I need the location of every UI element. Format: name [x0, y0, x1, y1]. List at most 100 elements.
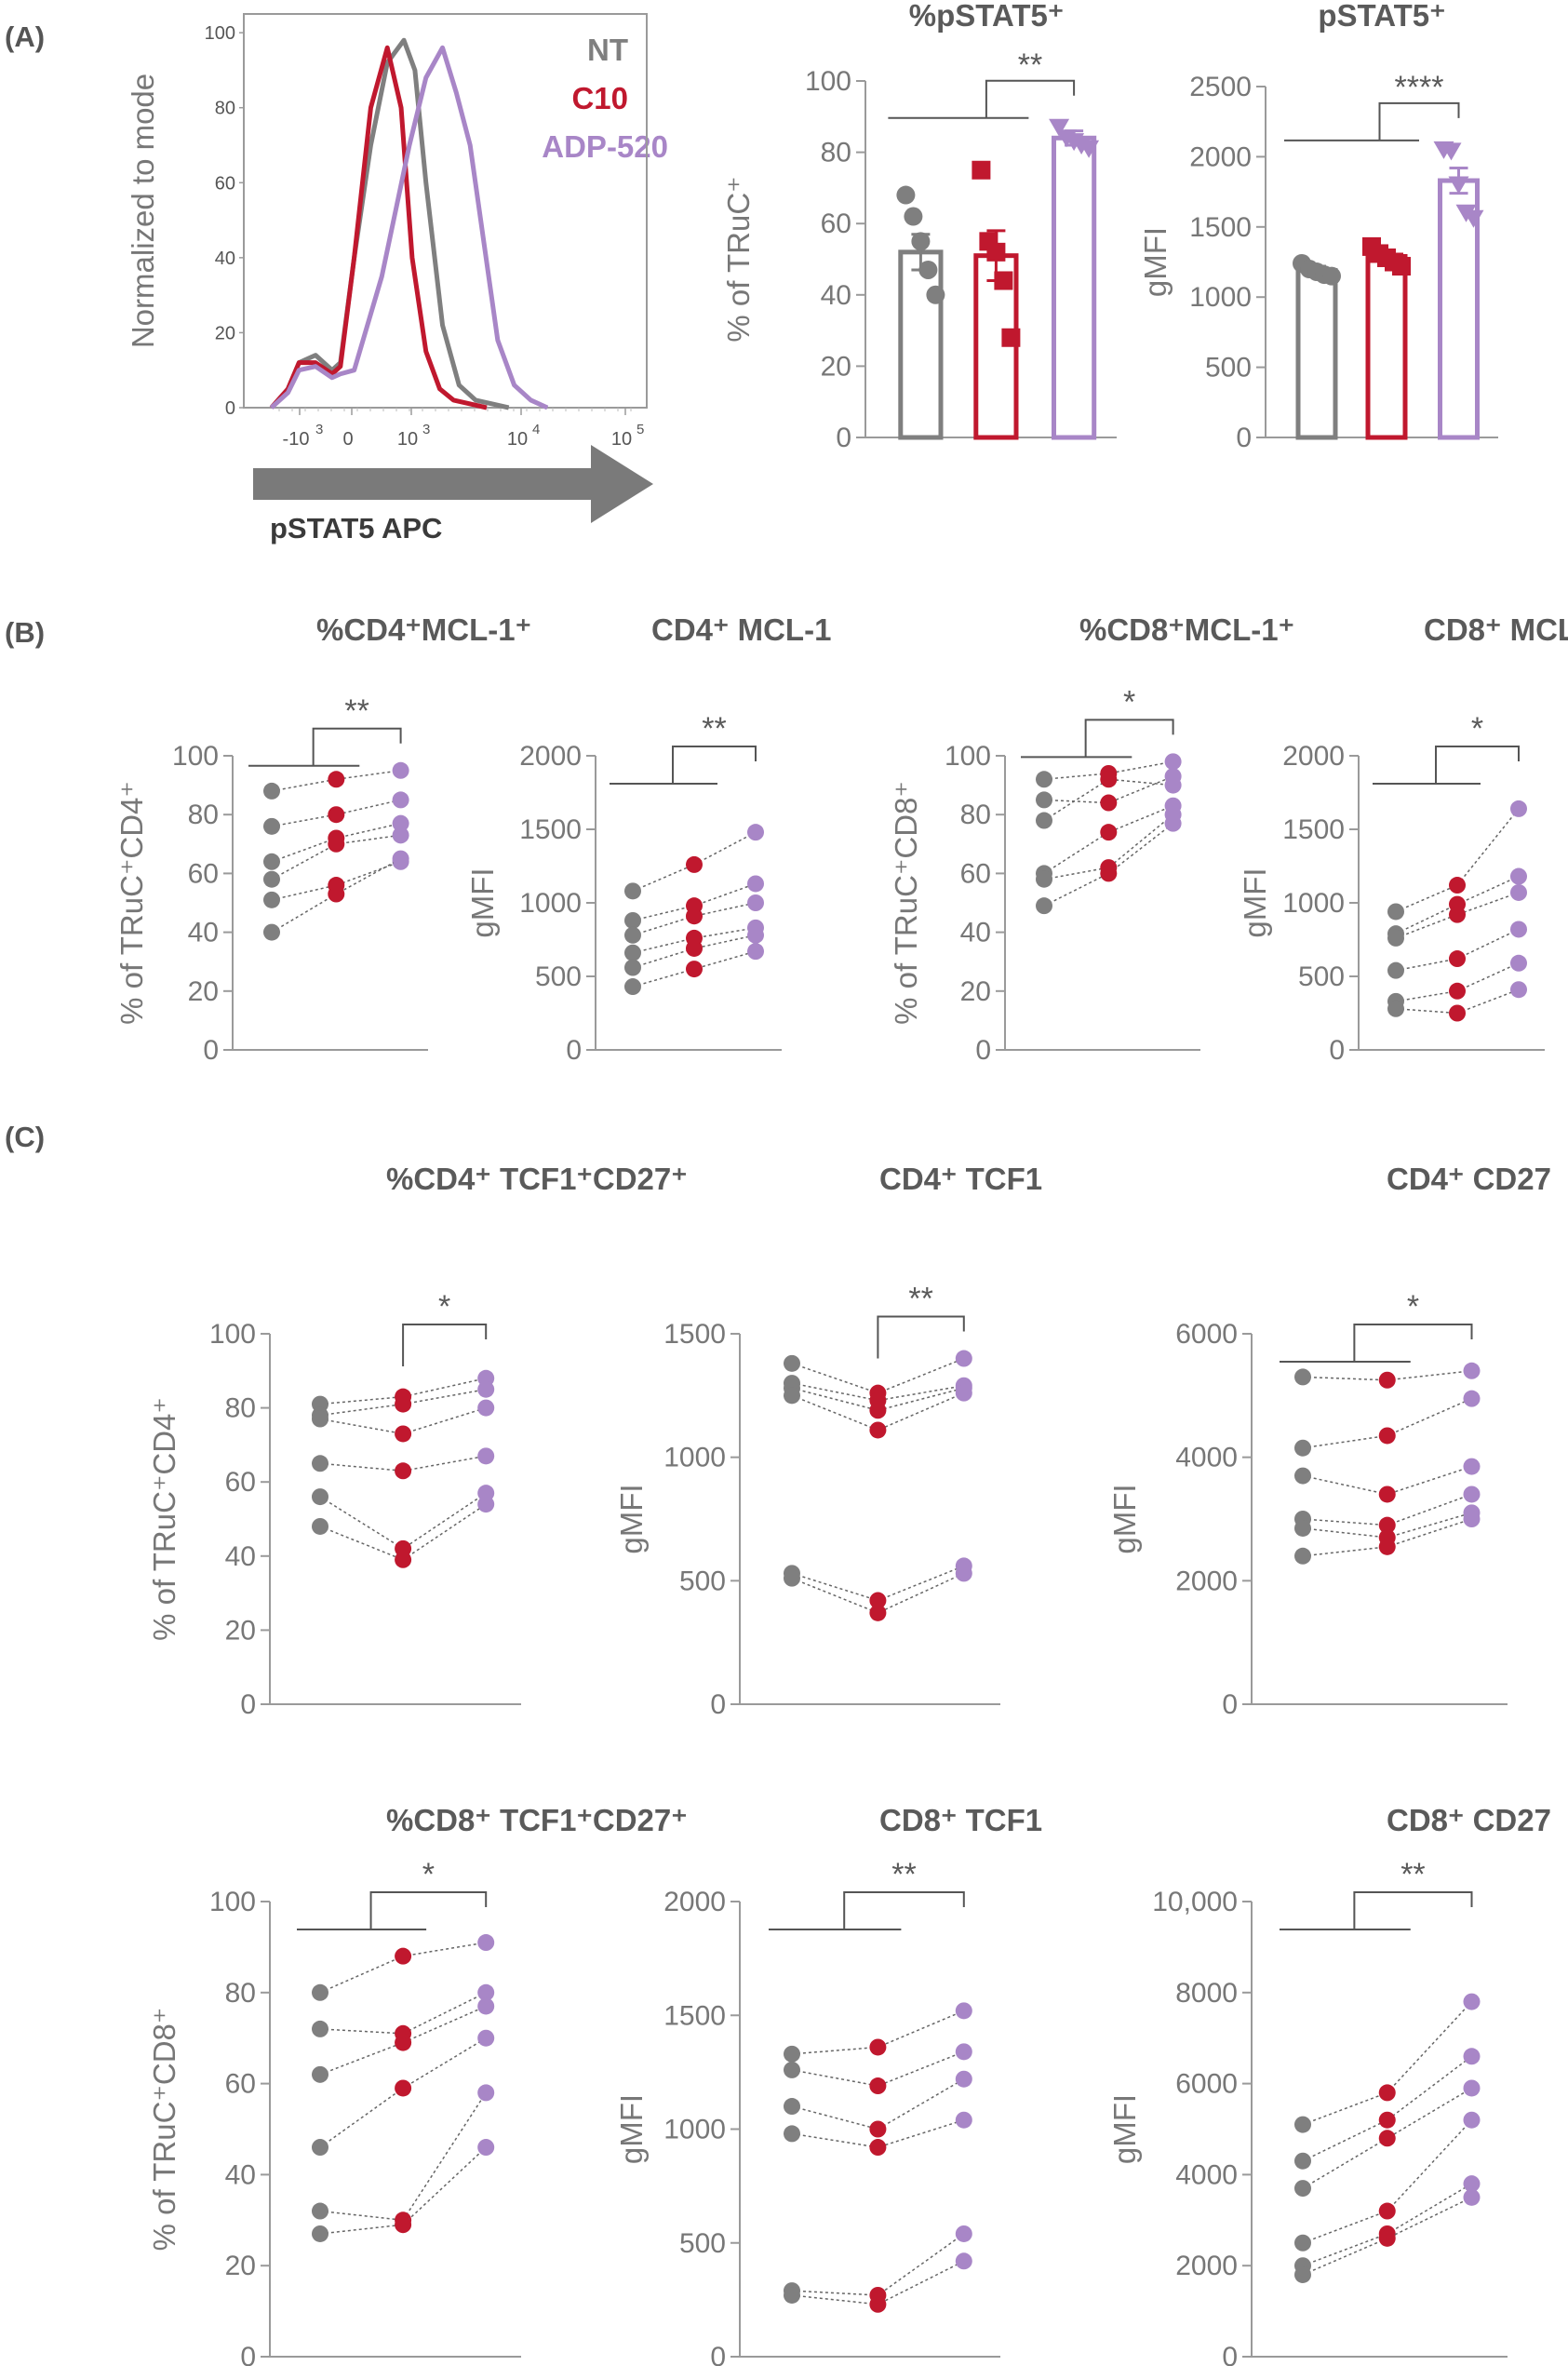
sig-label: **: [891, 1857, 916, 1892]
x-tick-exponent: 3: [315, 422, 323, 437]
pair-line: [1302, 2055, 1472, 2162]
hist-series-line: [269, 45, 549, 410]
y-axis-label: gMFI: [614, 1484, 649, 1553]
data-point: [1322, 266, 1341, 286]
data-point: [1448, 176, 1469, 195]
data-point: [1387, 1000, 1404, 1017]
data-point: [1449, 950, 1466, 968]
data-point: [869, 1402, 887, 1419]
data-point: [263, 923, 280, 941]
chart-cd4_cd27_gmfi: CD4⁺ CD27 0 2000 4000 6000 gMFI *: [1107, 1162, 1551, 1720]
data-point: [918, 260, 938, 279]
y-tick-label: 20: [225, 2251, 256, 2281]
x-tick-exponent: 4: [532, 422, 540, 437]
data-point: [747, 926, 764, 944]
pair-line: [1043, 778, 1173, 822]
data-point: [904, 207, 923, 226]
data-point: [477, 1399, 495, 1417]
data-point: [1001, 328, 1021, 347]
data-point: [1463, 1485, 1481, 1503]
chart-cd4_mcl1_gmfi: CD4⁺ MCL-1 0 500 1000 1500 2000 gMFI **: [465, 612, 831, 1066]
data-point: [986, 242, 1006, 262]
y-tick-label: 6000: [1175, 2069, 1238, 2100]
y-tick-label: 1000: [663, 2115, 726, 2145]
data-point: [896, 185, 916, 205]
data-point: [395, 2079, 412, 2097]
sig-bracket: [877, 1315, 965, 1359]
data-point: [395, 1462, 412, 1480]
data-point: [955, 2225, 972, 2242]
y-tick-label: 60: [821, 208, 851, 239]
chart-cd8_cd27_gmfi: CD8⁺ CD27 0 2000 4000 6000 8000 10,000 gMFI **: [1107, 1803, 1551, 2366]
data-point: [263, 853, 280, 870]
y-tick-label: 0: [1329, 1035, 1345, 1066]
y-tick-label: 40: [225, 2159, 256, 2190]
pair-line: [791, 2119, 965, 2148]
legend-c10: C10: [571, 81, 628, 115]
data-point: [624, 978, 641, 996]
data-point: [1036, 870, 1052, 888]
y-tick-label: 80: [215, 99, 235, 119]
y-tick-label: 500: [679, 2228, 726, 2259]
y-tick-label: 40: [960, 918, 991, 948]
data-point: [624, 911, 641, 929]
data-point: [263, 782, 280, 800]
x-tick-exponent: 3: [422, 422, 430, 437]
y-tick-label: 2000: [519, 741, 582, 772]
hist-series-line: [269, 37, 510, 410]
y-tick-label: 0: [240, 2342, 256, 2366]
y-tick-label: 40: [215, 249, 235, 269]
data-point: [1036, 812, 1052, 829]
data-point: [624, 926, 641, 944]
panel-label-c: (C): [5, 1121, 45, 1153]
chart-title: CD4⁺ TCF1: [879, 1162, 1042, 1196]
y-tick-label: 4000: [1175, 2159, 1238, 2190]
data-point: [1463, 1993, 1481, 2010]
y-tick-label: 0: [1222, 2342, 1238, 2366]
data-point: [477, 1496, 495, 1513]
y-tick-label: 40: [821, 280, 851, 311]
y-tick-label: 20: [188, 976, 219, 1007]
chart-title: %CD8⁺MCL-1⁺: [1079, 612, 1294, 647]
sig-label: **: [344, 693, 369, 729]
data-point: [477, 1380, 495, 1398]
y-tick-label: 500: [1205, 353, 1252, 383]
data-point: [869, 2139, 887, 2157]
hist-series-line: [269, 45, 488, 410]
data-point: [263, 870, 280, 888]
pair-line: [1302, 2183, 1472, 2266]
pair-line: [319, 1492, 487, 1550]
bar: [1365, 253, 1408, 440]
y-tick-label: 60: [225, 1467, 256, 1498]
data-point: [784, 2045, 800, 2063]
data-point: [395, 2216, 412, 2234]
data-point: [392, 761, 409, 779]
data-point: [1463, 1362, 1481, 1379]
sig-label: *: [1123, 684, 1135, 719]
data-point: [869, 2077, 887, 2095]
sig-label: ****: [1395, 70, 1444, 105]
data-point: [1378, 2084, 1396, 2102]
y-axis-label: % of TRuC⁺CD8⁺: [147, 2008, 181, 2252]
data-point: [1387, 961, 1404, 979]
data-point: [1036, 791, 1052, 809]
hist-xlabel: pSTAT5 APC: [270, 512, 442, 544]
data-point: [869, 1604, 887, 1621]
data-point: [1449, 906, 1466, 923]
data-point: [312, 1517, 328, 1535]
data-point: [312, 1983, 328, 2001]
data-point: [395, 1551, 412, 1568]
pair-line: [632, 831, 757, 893]
y-tick-label: 80: [188, 800, 219, 830]
data-point: [1378, 2202, 1396, 2220]
data-point: [1510, 954, 1527, 972]
data-point: [1463, 1458, 1481, 1475]
data-point: [477, 1983, 495, 2001]
y-axis-label: gMFI: [1238, 867, 1272, 937]
data-point: [328, 806, 345, 824]
y-tick-label: 2000: [1175, 1566, 1238, 1596]
data-point: [1294, 1439, 1311, 1457]
data-point: [624, 882, 641, 900]
y-tick-label: 0: [566, 1035, 582, 1066]
pair-line: [632, 934, 757, 969]
